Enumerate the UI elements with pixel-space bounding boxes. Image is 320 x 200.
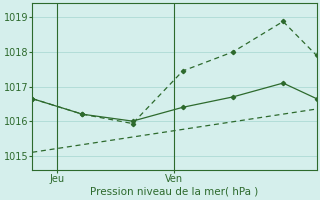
X-axis label: Pression niveau de la mer( hPa ): Pression niveau de la mer( hPa )	[90, 187, 259, 197]
